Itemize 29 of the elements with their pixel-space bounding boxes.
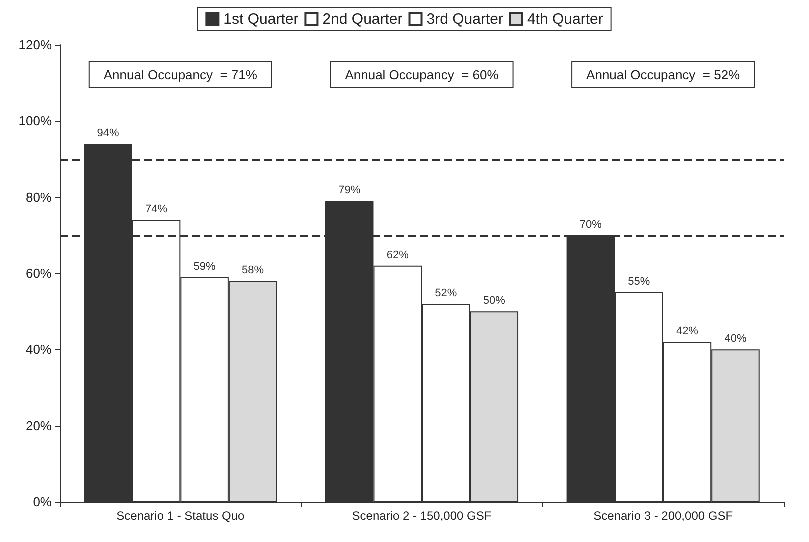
text: 50% xyxy=(483,295,506,308)
legend-label: 3rd Quarter xyxy=(426,11,504,28)
y-tick-label: 120% xyxy=(18,38,52,52)
annotation: Annual Occupancy = 71% xyxy=(104,68,258,82)
y-tick-label: 40% xyxy=(26,342,52,358)
legend-label: 1st Quarter xyxy=(224,11,299,28)
y-tick-label: 100% xyxy=(18,114,52,129)
y-tick-label: 20% xyxy=(26,418,52,434)
annotation: Annual Occupancy = 52% xyxy=(586,68,741,82)
text: 62% xyxy=(386,249,409,262)
annotation: Annual Occupancy = 60% xyxy=(345,68,500,82)
text: 55% xyxy=(628,276,650,288)
text: 79% xyxy=(338,184,361,197)
text: 70% xyxy=(580,218,602,231)
text: 94% xyxy=(97,128,120,140)
y-tick-label: 0% xyxy=(33,494,52,510)
text: 59% xyxy=(194,260,216,273)
text: 42% xyxy=(676,326,698,338)
text: 40% xyxy=(724,333,747,346)
legend-label: 4th Quarter xyxy=(527,11,604,28)
text: 58% xyxy=(242,264,264,277)
legend-label: 2nd Quarter xyxy=(322,11,403,28)
y-tick-label: 80% xyxy=(26,190,52,205)
x-tick-label: Scenario 1 - Status Quo xyxy=(116,509,246,523)
x-tick-label: Scenario 2 - 150,000 GSF xyxy=(352,509,492,523)
x-tick-label: Scenario 3 - 200,000 GSF xyxy=(594,509,734,523)
text: 52% xyxy=(435,287,458,300)
text: 74% xyxy=(146,204,168,216)
y-tick-label: 60% xyxy=(26,266,52,281)
